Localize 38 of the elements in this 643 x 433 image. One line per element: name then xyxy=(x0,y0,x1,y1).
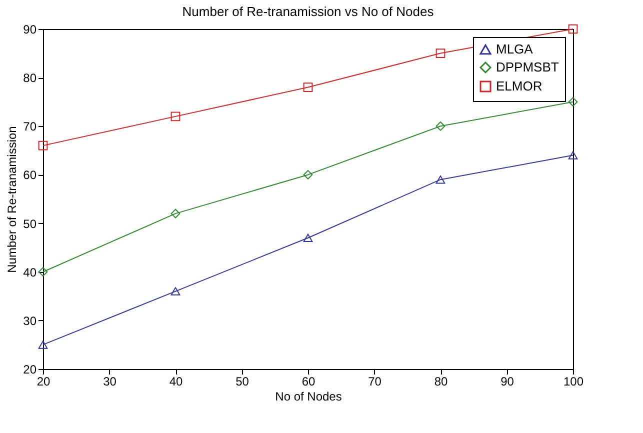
x-tick-label: 30 xyxy=(103,374,117,388)
x-tick-label: 100 xyxy=(563,374,584,388)
x-tick-label: 60 xyxy=(302,374,316,388)
y-axis-title: Number of Re-tranamission xyxy=(5,126,20,273)
chart-title: Number of Re-tranamission vs No of Nodes xyxy=(182,4,434,19)
legend-label: ELMOR xyxy=(496,78,542,94)
x-axis-title: No of Nodes xyxy=(275,390,342,404)
point xyxy=(303,170,313,180)
y-tick-label: 90 xyxy=(23,22,37,36)
x-tick-label: 40 xyxy=(169,374,183,388)
point xyxy=(568,151,578,160)
point xyxy=(170,208,180,218)
point xyxy=(436,121,446,131)
point xyxy=(170,287,180,296)
y-tick-label: 80 xyxy=(23,71,37,86)
x-tick-label: 70 xyxy=(368,374,382,388)
y-tick-label: 30 xyxy=(23,314,37,328)
legend-label: MLGA xyxy=(496,42,534,56)
point xyxy=(303,234,313,242)
point xyxy=(303,82,313,92)
point xyxy=(568,97,578,107)
point xyxy=(38,140,48,150)
y-tick-label: 50 xyxy=(23,216,37,231)
y-tick-label: 20 xyxy=(23,362,37,376)
point xyxy=(38,267,48,277)
point xyxy=(436,175,446,184)
x-tick-label: 80 xyxy=(434,374,448,388)
x-tick-label: 50 xyxy=(236,374,250,388)
point xyxy=(170,112,180,122)
y-tick-label: 40 xyxy=(23,265,37,280)
point xyxy=(568,24,578,34)
point xyxy=(38,340,48,349)
x-tick-label: 90 xyxy=(500,374,514,388)
y-tick-label: 70 xyxy=(23,120,37,134)
legend-label: DPPMSBT xyxy=(496,60,559,74)
x-tick-label: 20 xyxy=(36,374,50,388)
y-tick-label: 60 xyxy=(23,168,37,182)
point xyxy=(436,48,446,58)
